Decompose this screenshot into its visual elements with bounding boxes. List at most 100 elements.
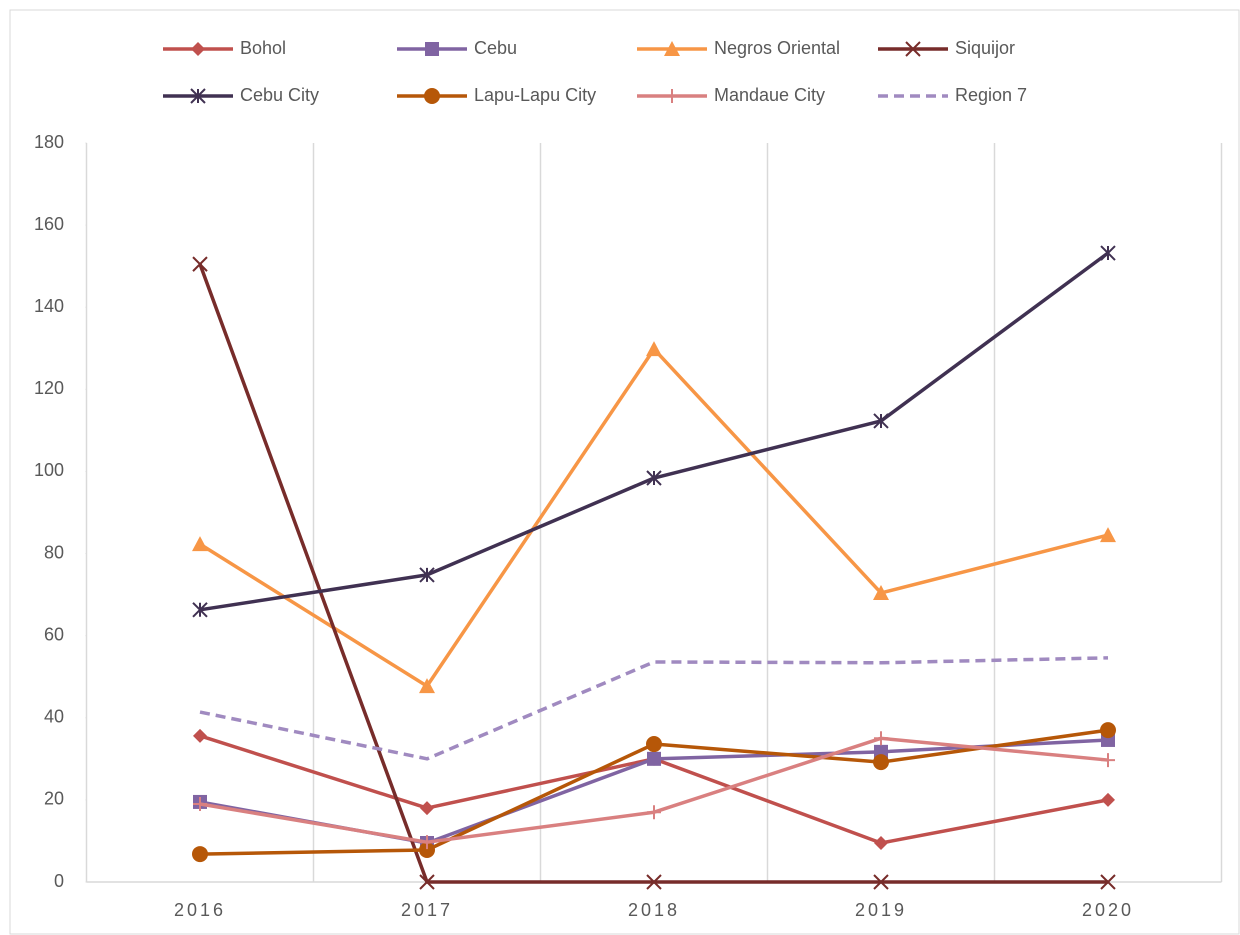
marker-shape — [1101, 753, 1115, 768]
marker-shape — [192, 536, 208, 552]
x-tick-label: 2017 — [401, 900, 453, 920]
x-tick-label: 2016 — [174, 900, 226, 920]
marker-shape — [193, 796, 207, 811]
marker-shape — [647, 751, 661, 766]
marker — [646, 470, 662, 486]
marker-shape — [646, 874, 662, 890]
marker-shape — [873, 413, 889, 429]
marker — [874, 835, 888, 850]
marker — [905, 41, 921, 57]
x-tick-label: 2019 — [855, 900, 907, 920]
marker — [419, 678, 435, 694]
marker-shape — [873, 754, 889, 771]
marker-shape — [420, 801, 434, 816]
marker-shape — [419, 567, 435, 583]
legend-label: Bohol — [240, 38, 286, 58]
marker-shape — [873, 874, 889, 890]
marker-shape — [190, 88, 206, 104]
marker-shape — [1100, 245, 1116, 261]
marker — [646, 341, 662, 357]
y-tick-label: 140 — [34, 296, 64, 316]
marker — [874, 731, 888, 746]
legend-label: Lapu-Lapu City — [474, 85, 596, 105]
y-tick-label: 20 — [44, 789, 64, 809]
marker — [192, 256, 208, 272]
marker-shape — [665, 89, 679, 103]
marker-shape — [192, 602, 208, 618]
marker — [419, 567, 435, 583]
marker-shape — [424, 88, 440, 104]
y-tick-label: 40 — [44, 707, 64, 727]
marker-shape — [874, 731, 888, 746]
marker — [873, 874, 889, 890]
marker — [191, 42, 205, 56]
marker — [664, 41, 680, 56]
marker-shape — [1101, 792, 1115, 807]
y-tick-label: 160 — [34, 214, 64, 234]
marker — [193, 728, 207, 743]
marker-shape — [1100, 874, 1116, 890]
legend-label: Negros Oriental — [714, 38, 840, 58]
legend-label: Cebu City — [240, 85, 319, 105]
marker — [1101, 792, 1115, 807]
marker — [647, 805, 661, 820]
marker-shape — [192, 846, 208, 863]
marker-shape — [425, 42, 439, 56]
legend-label: Cebu — [474, 38, 517, 58]
x-tick-label: 2018 — [628, 900, 680, 920]
marker — [1100, 874, 1116, 890]
marker-shape — [646, 736, 662, 753]
marker-shape — [646, 470, 662, 486]
marker — [420, 835, 434, 850]
y-tick-label: 120 — [34, 378, 64, 398]
marker — [425, 42, 439, 56]
marker — [190, 88, 206, 104]
marker — [1100, 722, 1116, 739]
marker — [1100, 527, 1116, 543]
x-tick-label: 2020 — [1082, 900, 1134, 920]
marker — [192, 602, 208, 618]
marker — [873, 584, 889, 600]
marker-shape — [419, 841, 435, 858]
chart-border — [9, 9, 1240, 935]
y-tick-label: 60 — [44, 624, 64, 644]
y-tick-label: 180 — [34, 132, 64, 152]
marker-shape — [646, 341, 662, 357]
series-line — [198, 263, 1108, 884]
marker — [420, 801, 434, 816]
legend-label: Siquijor — [955, 38, 1015, 58]
marker-shape — [905, 41, 921, 57]
marker — [873, 413, 889, 429]
marker — [419, 874, 435, 890]
legend-label: Mandaue City — [714, 85, 825, 105]
marker-shape — [1100, 527, 1116, 543]
marker — [193, 796, 207, 811]
marker-shape — [193, 728, 207, 743]
marker — [647, 751, 661, 766]
marker — [424, 88, 440, 104]
marker-shape — [874, 835, 888, 850]
marker — [1101, 753, 1115, 768]
marker — [646, 874, 662, 890]
marker-shape — [1100, 722, 1116, 739]
marker — [646, 736, 662, 753]
marker-shape — [664, 41, 680, 56]
marker — [873, 754, 889, 771]
marker — [1100, 245, 1116, 261]
y-tick-label: 100 — [34, 460, 64, 480]
marker-shape — [192, 256, 208, 272]
marker-shape — [647, 805, 661, 820]
legend-label: Region 7 — [955, 85, 1027, 105]
series-line — [199, 251, 1110, 612]
marker — [192, 536, 208, 552]
y-tick-label: 0 — [54, 871, 64, 891]
marker — [192, 846, 208, 863]
marker — [665, 89, 679, 103]
marker-shape — [420, 835, 434, 850]
marker-shape — [191, 42, 205, 56]
marker — [419, 841, 435, 858]
marker-shape — [873, 584, 889, 600]
marker-shape — [419, 678, 435, 694]
marker-shape — [419, 874, 435, 890]
